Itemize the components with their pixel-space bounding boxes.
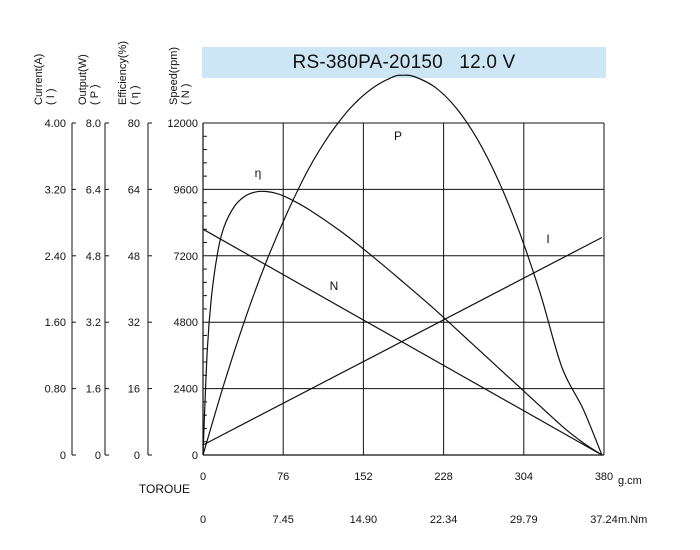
efficiency-tick-label: 32 bbox=[128, 317, 140, 329]
speed-axis-label: Speed(rpm) bbox=[168, 47, 180, 105]
output-axis-label: Output(W) bbox=[77, 54, 89, 105]
output-tick-label: 0 bbox=[95, 450, 101, 462]
x-secondary-tick-label: 29.79 bbox=[510, 514, 538, 526]
x-tick-label: 304 bbox=[515, 471, 533, 483]
current-tick-label: 4.00 bbox=[45, 118, 66, 130]
x-secondary-tick-label: 7.45 bbox=[272, 514, 293, 526]
current-tick-label: 3.20 bbox=[45, 184, 66, 196]
x-secondary-tick-label: 14.90 bbox=[350, 514, 378, 526]
efficiency-axis-symbol: ( η ) bbox=[129, 85, 141, 105]
output-tick-label: 3.2 bbox=[86, 317, 101, 329]
current-axis-label: Current(A) bbox=[33, 54, 45, 105]
efficiency-tick-label: 16 bbox=[128, 384, 140, 396]
speed-tick-label: 2400 bbox=[174, 384, 198, 396]
efficiency-tick-label: 48 bbox=[128, 251, 140, 263]
efficiency-tick-label: 64 bbox=[128, 184, 140, 196]
speed-tick-label: 4800 bbox=[174, 317, 198, 329]
series-label-output: P bbox=[394, 129, 402, 143]
current-tick-label: 0.80 bbox=[45, 384, 66, 396]
speed-tick-label: 12000 bbox=[167, 118, 198, 130]
efficiency-axis-label: Efficiency(%) bbox=[117, 41, 129, 105]
current-tick-label: 2.40 bbox=[45, 251, 66, 263]
output-tick-label: 1.6 bbox=[86, 384, 101, 396]
current-tick-label: 1.60 bbox=[45, 317, 66, 329]
efficiency-tick-label: 0 bbox=[134, 450, 140, 462]
series-label-speed: N bbox=[330, 279, 339, 293]
output-tick-label: 8.0 bbox=[86, 118, 101, 130]
series-line-speed bbox=[202, 228, 603, 456]
x-tick-label: 228 bbox=[434, 471, 452, 483]
x-units-label: g.cm bbox=[618, 475, 642, 487]
x-secondary-tick-label: 0 bbox=[200, 514, 206, 526]
series-line-output bbox=[202, 74, 603, 456]
output-tick-label: 4.8 bbox=[86, 251, 101, 263]
x-secondary-units-label: m.Nm bbox=[618, 514, 647, 526]
series-line-current bbox=[202, 236, 603, 446]
x-tick-label: 380 bbox=[595, 471, 613, 483]
x-axis-label: TOROUE bbox=[139, 482, 190, 496]
speed-axis-symbol: ( N ) bbox=[180, 84, 192, 105]
current-axis-symbol: ( I ) bbox=[45, 89, 57, 106]
series-line-efficiency bbox=[202, 190, 603, 456]
output-axis-symbol: ( P ) bbox=[89, 84, 101, 105]
x-tick-label: 152 bbox=[354, 471, 372, 483]
x-tick-label: 0 bbox=[200, 471, 206, 483]
speed-tick-label: 7200 bbox=[174, 251, 198, 263]
speed-tick-label: 9600 bbox=[174, 184, 198, 196]
series-label-current: I bbox=[546, 232, 549, 246]
output-tick-label: 6.4 bbox=[86, 184, 101, 196]
efficiency-tick-label: 80 bbox=[128, 118, 140, 130]
chart-title: RS-380PA-20150 12.0 V bbox=[202, 47, 606, 78]
series-label-efficiency: η bbox=[255, 166, 262, 180]
x-tick-label: 76 bbox=[277, 471, 289, 483]
x-secondary-tick-label: 37.24 bbox=[590, 514, 618, 526]
x-secondary-tick-label: 22.34 bbox=[430, 514, 458, 526]
speed-tick-label: 0 bbox=[192, 450, 198, 462]
current-tick-label: 0 bbox=[60, 450, 66, 462]
